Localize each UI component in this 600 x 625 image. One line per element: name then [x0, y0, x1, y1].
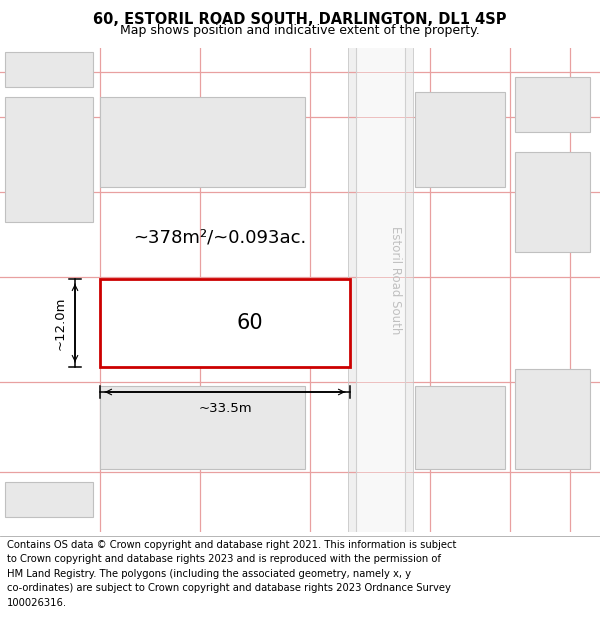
Bar: [515, 152, 590, 252]
Text: Contains OS data © Crown copyright and database right 2021. This information is : Contains OS data © Crown copyright and d…: [7, 540, 457, 608]
Text: Estoril Road South: Estoril Road South: [389, 226, 402, 334]
Bar: [5, 482, 93, 517]
Text: Map shows position and indicative extent of the property.: Map shows position and indicative extent…: [120, 24, 480, 37]
Bar: [515, 369, 590, 469]
Bar: [5, 97, 93, 222]
Text: ~378m²/~0.093ac.: ~378m²/~0.093ac.: [133, 228, 307, 246]
Bar: [100, 97, 305, 187]
Bar: [415, 386, 505, 469]
Text: 60: 60: [236, 313, 263, 333]
Text: 60, ESTORIL ROAD SOUTH, DARLINGTON, DL1 4SP: 60, ESTORIL ROAD SOUTH, DARLINGTON, DL1 …: [93, 12, 507, 27]
Text: ~33.5m: ~33.5m: [198, 402, 252, 415]
Bar: [5, 52, 93, 87]
Bar: [415, 92, 505, 187]
Bar: [515, 77, 590, 132]
Bar: [100, 279, 350, 367]
Bar: [405, 48, 413, 532]
Bar: [356, 48, 405, 532]
Bar: [348, 48, 356, 532]
Text: ~12.0m: ~12.0m: [54, 296, 67, 350]
Bar: [100, 386, 305, 469]
